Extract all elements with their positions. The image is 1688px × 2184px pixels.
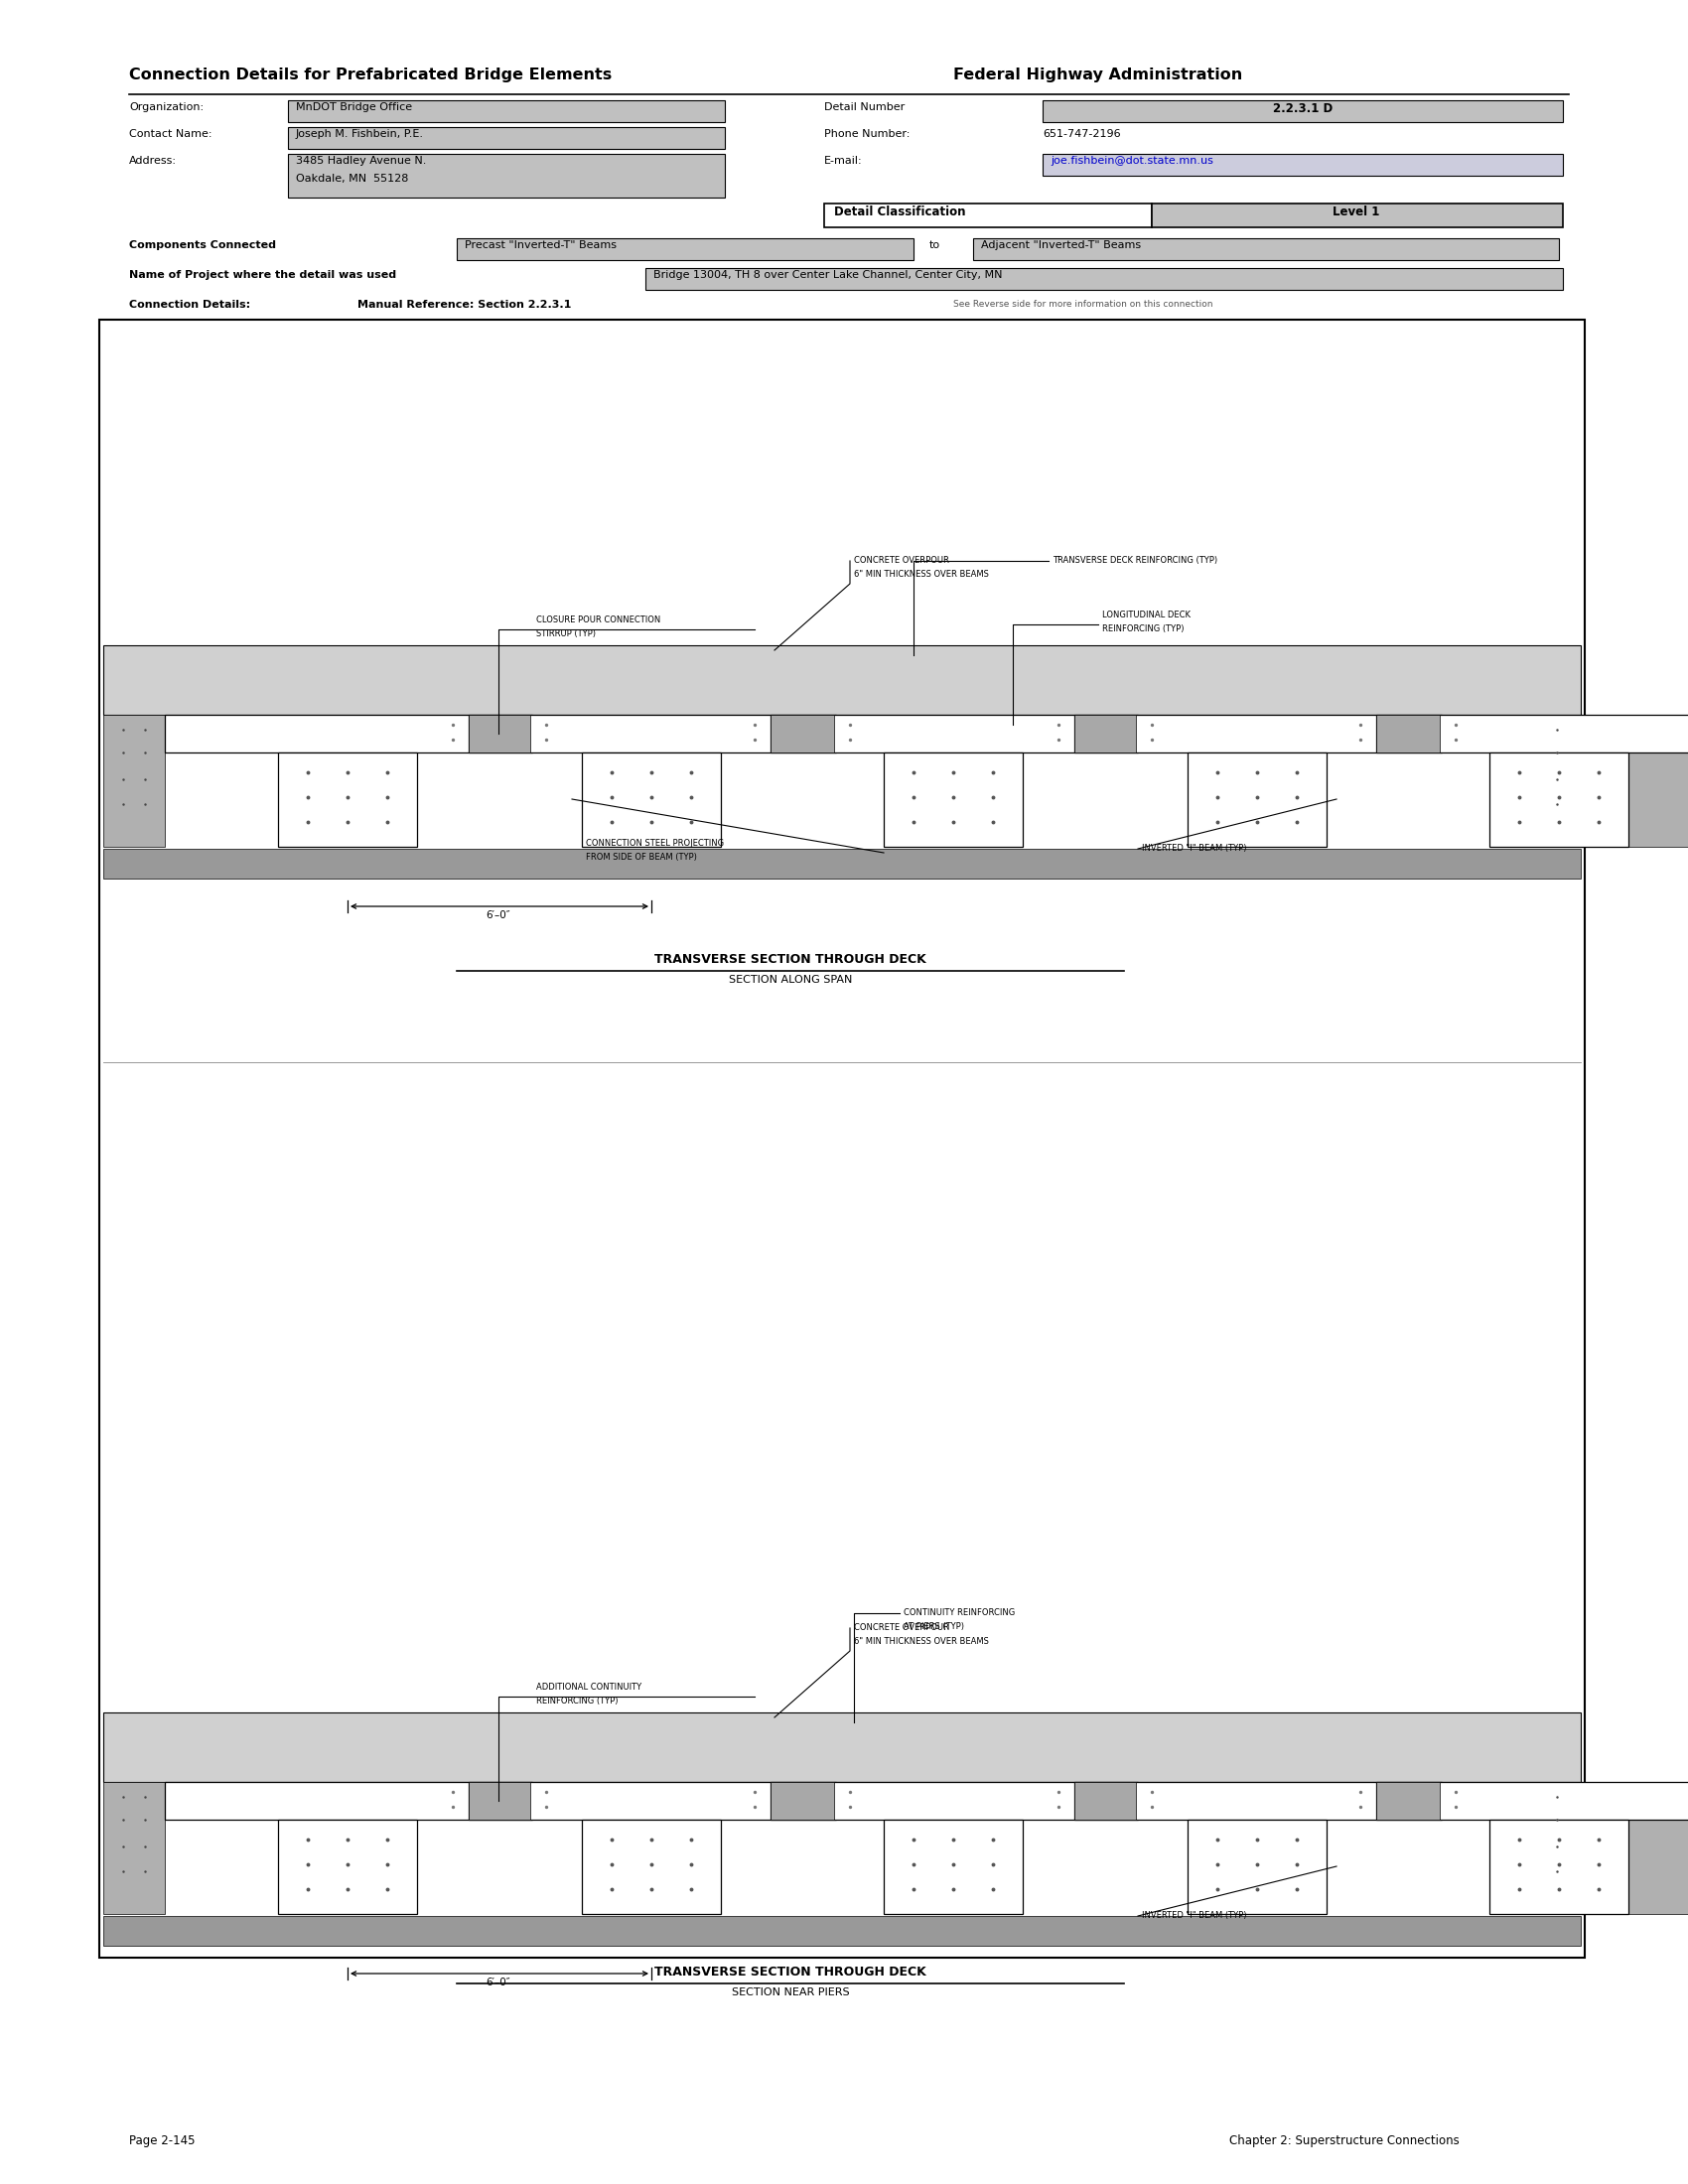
Text: Federal Highway Administration: Federal Highway Administration xyxy=(954,68,1242,83)
Text: 6′–0″: 6′–0″ xyxy=(486,1977,511,1987)
Text: to: to xyxy=(930,240,940,251)
Text: CONCRETE OVERPOUR: CONCRETE OVERPOUR xyxy=(854,557,949,566)
Bar xyxy=(1577,714,1688,847)
Text: Components Connected: Components Connected xyxy=(128,240,277,251)
Bar xyxy=(1188,753,1327,847)
Text: Chapter 2: Superstructure Connections: Chapter 2: Superstructure Connections xyxy=(1229,2134,1460,2147)
Text: CONNECTION STEEL PROJECTING: CONNECTION STEEL PROJECTING xyxy=(586,839,724,847)
Bar xyxy=(770,714,834,753)
Bar xyxy=(770,1782,834,1819)
Bar xyxy=(103,644,1580,714)
Text: SECTION NEAR PIERS: SECTION NEAR PIERS xyxy=(731,1987,849,1998)
Bar xyxy=(885,1819,1023,1913)
Text: Oakdale, MN  55128: Oakdale, MN 55128 xyxy=(295,175,408,183)
Text: 2.2.3.1 D: 2.2.3.1 D xyxy=(1273,103,1332,116)
Text: CONTINUITY REINFORCING: CONTINUITY REINFORCING xyxy=(903,1607,1014,1616)
Bar xyxy=(1043,153,1563,175)
Bar xyxy=(1376,714,1440,753)
Text: REINFORCING (TYP): REINFORCING (TYP) xyxy=(537,1697,618,1706)
Bar xyxy=(1489,753,1629,847)
Bar xyxy=(770,1782,1138,1819)
Text: INVERTED "I" BEAM (TYP): INVERTED "I" BEAM (TYP) xyxy=(1141,843,1247,852)
Text: REINFORCING (TYP): REINFORCING (TYP) xyxy=(1102,625,1183,633)
Text: AT PIERS (TYP): AT PIERS (TYP) xyxy=(903,1623,964,1631)
Bar xyxy=(1043,100,1563,122)
Bar xyxy=(1074,714,1136,753)
Bar xyxy=(103,1782,165,1913)
Text: ADDITIONAL CONTINUITY: ADDITIONAL CONTINUITY xyxy=(537,1682,641,1693)
Text: 6" MIN THICKNESS OVER BEAMS: 6" MIN THICKNESS OVER BEAMS xyxy=(854,1638,989,1647)
Bar xyxy=(103,1915,1580,1946)
Bar xyxy=(279,753,417,847)
Bar xyxy=(103,714,165,847)
Bar xyxy=(885,753,1023,847)
Bar xyxy=(1074,1782,1442,1819)
Bar xyxy=(469,714,836,753)
Text: STIRRUP (TYP): STIRRUP (TYP) xyxy=(537,629,596,638)
Text: MnDOT Bridge Office: MnDOT Bridge Office xyxy=(295,103,412,111)
Text: Detail Number: Detail Number xyxy=(824,103,905,111)
Text: Contact Name:: Contact Name: xyxy=(128,129,213,140)
Bar xyxy=(469,1782,530,1819)
Bar xyxy=(165,714,532,753)
Bar xyxy=(1376,1782,1688,1819)
Bar xyxy=(824,203,1151,227)
Bar xyxy=(165,1782,532,1819)
Bar xyxy=(1188,1819,1327,1913)
Text: TRANSVERSE SECTION THROUGH DECK: TRANSVERSE SECTION THROUGH DECK xyxy=(655,952,927,965)
Text: Connection Details:: Connection Details: xyxy=(128,299,250,310)
Bar xyxy=(972,238,1560,260)
Text: Address:: Address: xyxy=(128,155,177,166)
Bar xyxy=(279,1819,417,1913)
Text: joe.fishbein@dot.state.mn.us: joe.fishbein@dot.state.mn.us xyxy=(1050,155,1214,166)
Bar xyxy=(1376,1782,1440,1819)
Bar xyxy=(1074,714,1442,753)
Bar xyxy=(103,1712,1580,1782)
Text: TRANSVERSE DECK REINFORCING (TYP): TRANSVERSE DECK REINFORCING (TYP) xyxy=(1053,557,1217,566)
Text: TRANSVERSE SECTION THROUGH DECK: TRANSVERSE SECTION THROUGH DECK xyxy=(655,1966,927,1979)
Bar xyxy=(469,714,530,753)
Text: 3485 Hadley Avenue N.: 3485 Hadley Avenue N. xyxy=(295,155,427,166)
Text: Detail Classification: Detail Classification xyxy=(834,205,966,218)
Text: Joseph M. Fishbein, P.E.: Joseph M. Fishbein, P.E. xyxy=(295,129,424,140)
Bar xyxy=(1151,203,1563,227)
Bar xyxy=(103,850,1580,878)
Text: See Reverse side for more information on this connection: See Reverse side for more information on… xyxy=(954,299,1214,308)
Text: CLOSURE POUR CONNECTION: CLOSURE POUR CONNECTION xyxy=(537,616,660,625)
Text: 6" MIN THICKNESS OVER BEAMS: 6" MIN THICKNESS OVER BEAMS xyxy=(854,570,989,579)
Bar xyxy=(289,153,724,197)
Text: 6′–0″: 6′–0″ xyxy=(486,911,511,919)
Bar xyxy=(457,238,913,260)
Text: Bridge 13004, TH 8 over Center Lake Channel, Center City, MN: Bridge 13004, TH 8 over Center Lake Chan… xyxy=(653,271,1003,280)
Text: Precast "Inverted-T" Beams: Precast "Inverted-T" Beams xyxy=(464,240,616,251)
Text: Adjacent "Inverted-T" Beams: Adjacent "Inverted-T" Beams xyxy=(981,240,1141,251)
Bar xyxy=(1074,1782,1136,1819)
Bar xyxy=(469,1782,836,1819)
Bar xyxy=(645,269,1563,290)
Text: Level 1: Level 1 xyxy=(1334,205,1379,218)
Text: FROM SIDE OF BEAM (TYP): FROM SIDE OF BEAM (TYP) xyxy=(586,852,697,863)
Bar xyxy=(289,127,724,149)
Text: Page 2-145: Page 2-145 xyxy=(128,2134,196,2147)
Bar xyxy=(1577,1782,1688,1913)
Text: Name of Project where the detail was used: Name of Project where the detail was use… xyxy=(128,271,397,280)
Text: Connection Details for Prefabricated Bridge Elements: Connection Details for Prefabricated Bri… xyxy=(128,68,611,83)
Text: CONCRETE OVERPOUR: CONCRETE OVERPOUR xyxy=(854,1623,949,1631)
Text: INVERTED "I" BEAM (TYP): INVERTED "I" BEAM (TYP) xyxy=(1141,1911,1247,1920)
Text: Phone Number:: Phone Number: xyxy=(824,129,910,140)
Bar xyxy=(770,714,1138,753)
Text: SECTION ALONG SPAN: SECTION ALONG SPAN xyxy=(729,974,852,985)
Text: Organization:: Organization: xyxy=(128,103,204,111)
Bar xyxy=(582,1819,721,1913)
Bar xyxy=(582,753,721,847)
Text: LONGITUDINAL DECK: LONGITUDINAL DECK xyxy=(1102,612,1190,620)
Bar xyxy=(1489,1819,1629,1913)
Text: E-mail:: E-mail: xyxy=(824,155,863,166)
Text: 651-747-2196: 651-747-2196 xyxy=(1043,129,1121,140)
Bar xyxy=(289,100,724,122)
Bar xyxy=(100,319,1585,1957)
Bar xyxy=(1376,714,1688,753)
Text: Manual Reference: Section 2.2.3.1: Manual Reference: Section 2.2.3.1 xyxy=(358,299,571,310)
